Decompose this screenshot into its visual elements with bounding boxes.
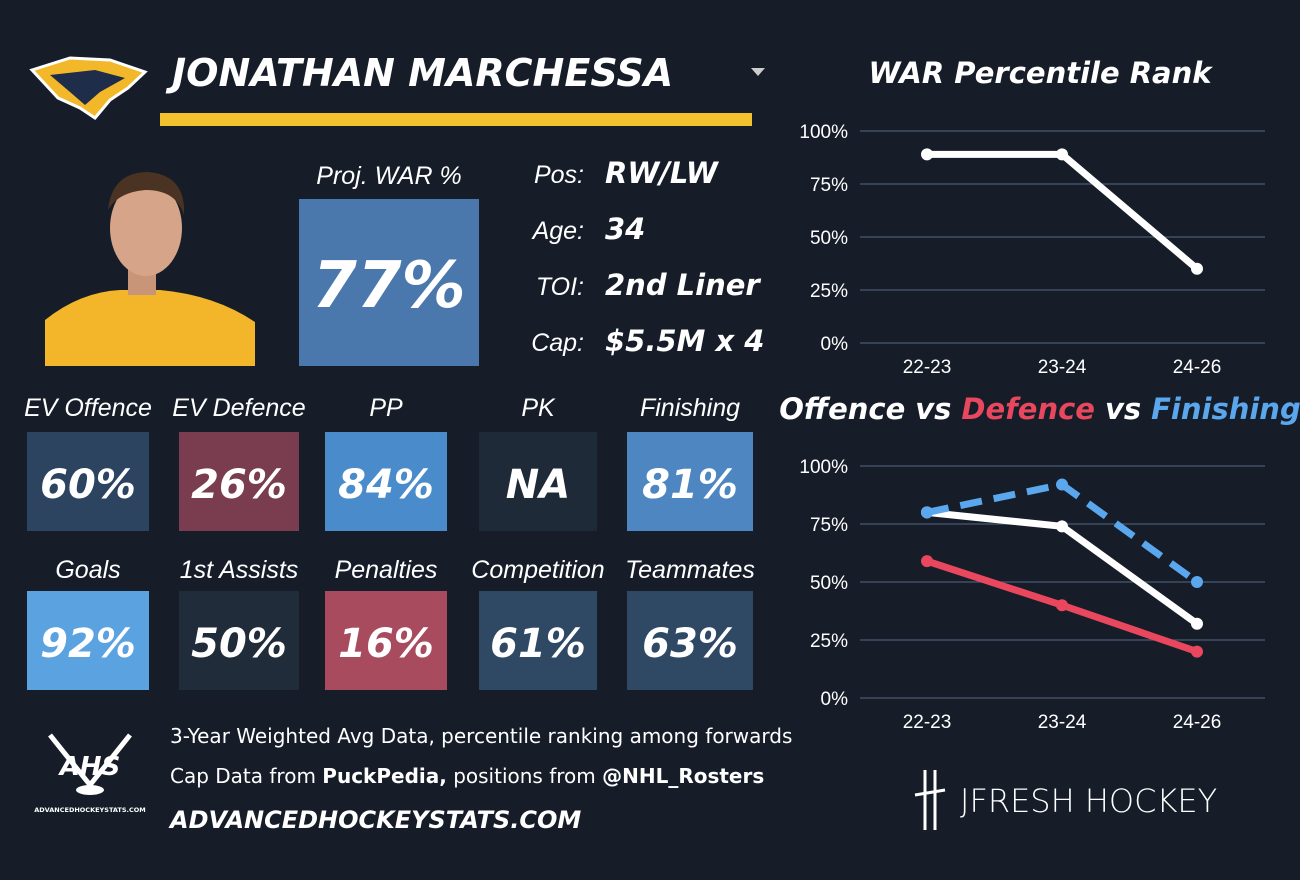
brand-logo: JFRESH HOCKEY [914,770,1217,830]
series-point [1056,478,1068,491]
chart-title: Offence vs Defence vs Finishing [779,392,1300,426]
tile-label: Teammates [625,556,755,584]
tile-label: Competition [471,556,604,584]
series-point [1056,148,1068,161]
x-tick-label: 22-23 [903,357,952,378]
series-point [921,555,933,568]
tile-value: 61% [490,621,586,667]
ahs-logo: AHS ADVANCEDHOCKEYSTATS.COM [34,733,146,814]
series-point [1191,262,1203,275]
tile-box [179,432,299,531]
x-tick-label: 24-26 [1173,357,1222,378]
tile-box [627,432,753,531]
tile-box [479,591,597,690]
ahs-text: AHS [58,752,121,782]
tile-box [27,591,149,690]
tile-label: Goals [55,556,120,584]
x-tick-label: 24-26 [1173,712,1222,733]
charts: WAR Percentile Rank 0% 25% 50% 75% 100% 22-23 2… [779,56,1300,733]
y-tick-label: 75% [810,175,848,196]
x-tick-label: 23-24 [1038,712,1087,733]
series-point [1191,576,1203,588]
ahs-site: ADVANCEDHOCKEYSTATS.COM [34,806,146,814]
x-tick-label: 22-23 [903,712,952,733]
legend-entry: Offence [779,392,905,426]
chart-title: WAR Percentile Rank [868,56,1213,90]
y-tick-label: 50% [810,573,848,594]
tile-box [325,432,447,531]
tile-value: NA [506,462,570,508]
tile-box [325,591,447,690]
summary-label: Proj. WAR % [316,162,461,190]
info-label: TOI: [536,273,584,301]
y-tick-label: 0% [821,334,849,355]
info-value: $5.5M x 4 [605,324,765,358]
summary-box [299,199,479,366]
title-connector: vs [1105,392,1141,426]
tile-label: PP [369,394,403,422]
tile-value: 26% [191,462,287,508]
info-label: Age: [531,217,584,245]
series-point [921,506,933,519]
y-tick-label: 50% [810,228,848,249]
footer-site: ADVANCEDHOCKEYSTATS.COM [168,806,581,834]
credit-part: PuckPedia, [322,764,447,788]
legend-entry: Finishing [1151,392,1300,426]
tile-label: Penalties [335,556,438,584]
series-point [1056,520,1068,533]
tile-value: 60% [40,462,136,508]
summary-value: 77% [312,249,465,323]
tile-value: 63% [642,621,738,667]
tile-label: EV Offence [24,394,152,422]
legend-entry: Defence [961,392,1095,426]
footer-note: 3-Year Weighted Avg Data, percentile ran… [170,724,792,748]
info-label: Pos: [534,161,584,189]
title-connector: vs [915,392,951,426]
dropdown-caret[interactable] [751,68,765,76]
series-point [921,148,933,161]
y-tick-label: 25% [810,631,848,652]
accent-bar [160,113,752,126]
info-value: 34 [605,212,645,246]
tile-box [27,432,149,531]
player-name: JONATHAN MARCHESSA [165,51,673,95]
credit-part: @NHL_Rosters [602,764,764,788]
x-tick-label: 23-24 [1038,357,1087,378]
y-tick-label: 0% [821,689,849,710]
player-photo [45,172,255,366]
info-value: RW/LW [605,156,720,190]
tile-value: 81% [642,462,738,508]
credit-part: positions from [447,764,602,788]
y-tick-label: 25% [810,281,848,302]
info-value: 2nd Liner [605,268,761,302]
info-label: Cap: [531,329,584,357]
tile-box [479,432,597,531]
tile-label: PK [521,394,556,422]
tile-value: 16% [338,621,434,667]
info: Pos: RW/LW Age: 34 TOI: 2nd Liner Cap: $5.5M x … [531,156,765,358]
y-tick-label: 100% [799,457,848,478]
series-point [1056,599,1068,612]
y-tick-label: 100% [799,122,848,143]
tile-label: Finishing [640,394,740,422]
series-point [1191,645,1203,658]
tile-value: 84% [338,462,434,508]
footer-credits: Cap Data from PuckPedia, positions from … [170,764,764,788]
series-point [1191,617,1203,630]
brand-text: JFRESH HOCKEY [960,782,1217,820]
tile-label: 1st Assists [180,556,299,584]
y-tick-label: 75% [810,515,848,536]
team-logo [29,56,148,120]
tile-box [627,591,753,690]
tile-value: 50% [191,621,287,667]
credit-part: Cap Data from [170,764,322,788]
tile-box [179,591,299,690]
tile-label: EV Defence [172,394,305,422]
tiles: EV Offence 60% EV Defence 26% PP 84% PK NA Finis… [24,394,755,690]
tile-value: 92% [40,621,136,667]
